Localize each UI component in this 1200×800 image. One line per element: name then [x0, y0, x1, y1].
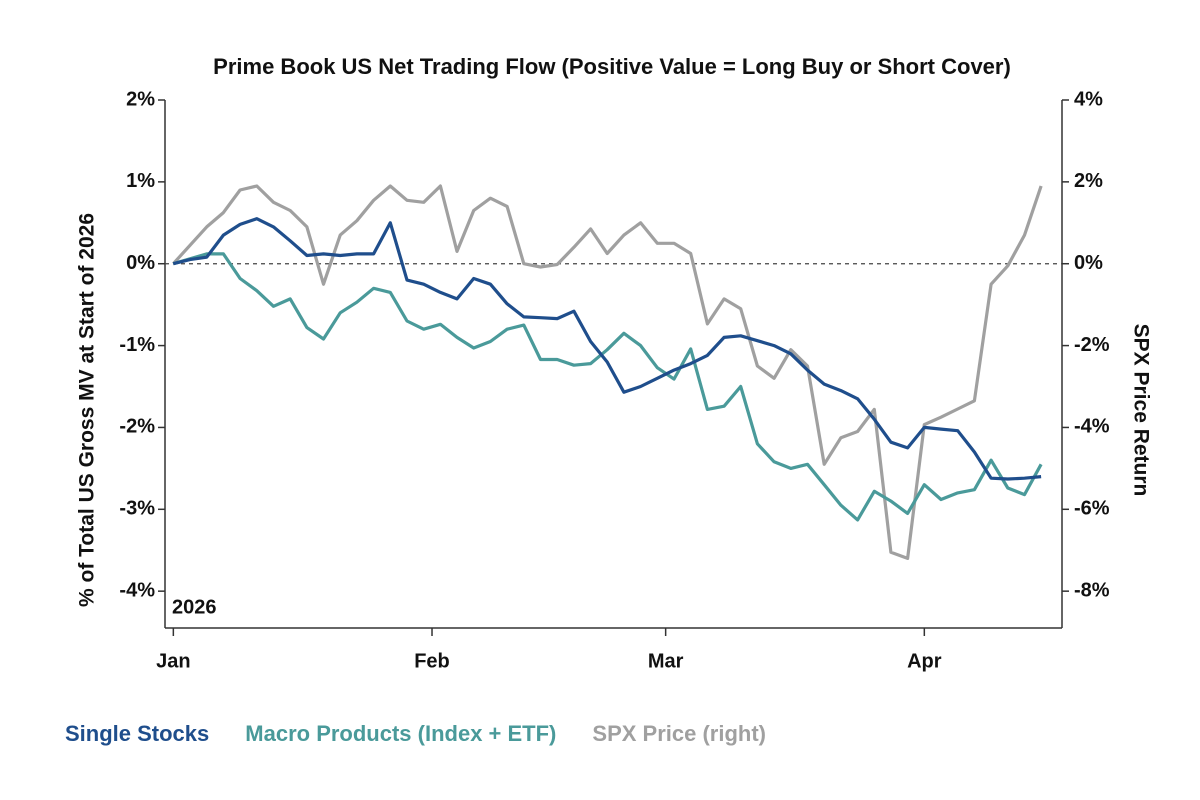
- x-tick-label: Jan: [156, 650, 190, 672]
- y-tick-label: 2%: [126, 88, 155, 110]
- annotation: 2026: [172, 596, 217, 618]
- series-line: [172, 184, 1043, 560]
- y-tick-label: 0%: [126, 252, 155, 274]
- x-tick-label: Feb: [414, 650, 450, 672]
- y-tick-label: -2%: [119, 416, 155, 438]
- y2-tick-label: -6%: [1074, 498, 1110, 520]
- y-axis-title: % of Total US Gross MV at Start of 2026: [76, 213, 99, 607]
- legend-entry: Single Stocks: [65, 721, 209, 746]
- legend-entry: Macro Products (Index + ETF): [245, 721, 556, 746]
- y-tick-label: 1%: [126, 170, 155, 192]
- y2-tick-label: -4%: [1074, 416, 1110, 438]
- y2-tick-label: 2%: [1074, 170, 1103, 192]
- y2-tick-label: 0%: [1074, 252, 1103, 274]
- y2-tick-label: -2%: [1074, 334, 1110, 356]
- y2-axis-title: SPX Price Return: [1129, 324, 1152, 497]
- legend-entry: SPX Price (right): [592, 721, 766, 746]
- series-line: [172, 252, 1043, 522]
- y-tick-label: -1%: [119, 334, 155, 356]
- x-tick-label: Apr: [907, 650, 942, 672]
- y-tick-label: -3%: [119, 498, 155, 520]
- series-line: [172, 217, 1042, 481]
- y-tick-label: -4%: [119, 579, 155, 601]
- chart-title: Prime Book US Net Trading Flow (Positive…: [213, 54, 1011, 79]
- y2-tick-label: 4%: [1074, 88, 1103, 110]
- y2-tick-label: -8%: [1074, 579, 1110, 601]
- x-tick-label: Mar: [648, 650, 684, 672]
